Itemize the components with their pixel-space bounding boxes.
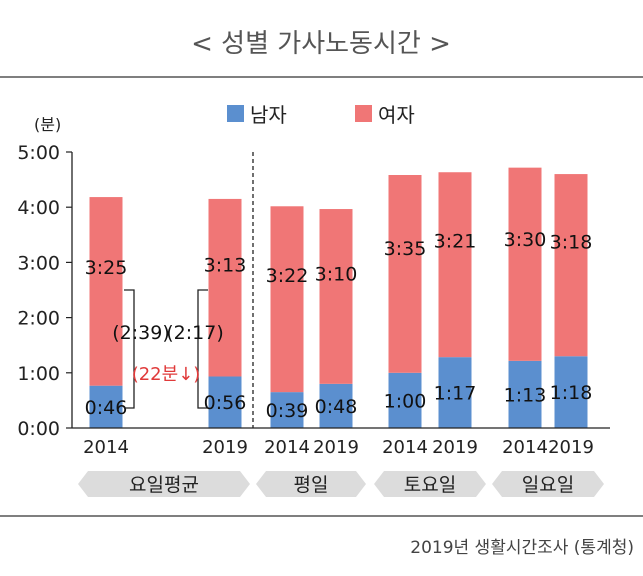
bar-male <box>554 356 588 428</box>
group-chevron <box>78 471 250 497</box>
legend-label-male: 남자 <box>250 103 287 127</box>
y-axis: 0:00 1:00 2:00 3:00 4:00 5:00 <box>17 142 73 440</box>
x-tick-label: 2019 <box>313 437 359 458</box>
bar-female <box>319 209 353 384</box>
bar-female <box>89 197 123 386</box>
bar-male <box>208 376 242 428</box>
bar-female <box>208 198 242 377</box>
x-tick-labels: 2014 2019 2014 2019 2014 2019 2014 2019 <box>72 427 610 458</box>
value-label-female: 3:22 <box>266 265 309 287</box>
group-chevron <box>374 471 486 497</box>
value-label-male: 0:56 <box>204 392 247 414</box>
bar-female <box>438 172 472 358</box>
y-unit-label: (분) <box>34 115 61 134</box>
annotations: (2:39)(2:17) (22분↓) <box>112 289 224 409</box>
legend-swatch-female <box>355 105 372 122</box>
y-tick-label: 2:00 <box>17 308 60 330</box>
group-label: 평일 <box>294 474 329 496</box>
group-label: 토요일 <box>404 474 456 496</box>
y-tick-label: 3:00 <box>17 252 60 274</box>
bar-male <box>270 392 304 428</box>
bars <box>89 167 588 428</box>
bar-male <box>319 383 353 428</box>
x-tick-label: 2019 <box>432 437 478 458</box>
bar-male <box>438 357 472 428</box>
x-tick-label: 2014 <box>83 437 129 458</box>
x-tick-label: 2019 <box>548 437 594 458</box>
group-label: 요일평균 <box>129 474 199 496</box>
bar-female <box>554 174 588 357</box>
group-chevron <box>256 471 366 497</box>
legend: 남자 여자 <box>227 103 415 127</box>
legend-swatch-male <box>227 105 244 122</box>
group-labels: 요일평균 평일 토요일 일요일 <box>78 471 604 497</box>
value-label-female: 3:18 <box>550 231 593 253</box>
x-tick-label: 2014 <box>382 437 428 458</box>
source-note: 2019년 생활시간조사 (통계청) <box>410 538 634 558</box>
bar-female <box>270 206 304 393</box>
value-label-female: 3:25 <box>85 257 128 279</box>
x-tick-label: 2019 <box>202 437 248 458</box>
y-tick-label: 4:00 <box>17 197 60 219</box>
y-tick-label: 5:00 <box>17 142 60 164</box>
x-tick-label: 2014 <box>502 437 548 458</box>
value-label-male: 0:48 <box>315 396 358 418</box>
value-label-female: 3:35 <box>384 238 427 260</box>
y-tick-label: 1:00 <box>17 363 60 385</box>
gap-bracket-2014 <box>124 289 135 409</box>
value-label-male: 1:00 <box>384 390 427 412</box>
group-label: 일요일 <box>522 474 574 496</box>
value-label-male: 0:46 <box>85 397 128 419</box>
value-label-male: 1:18 <box>550 382 593 404</box>
legend-label-female: 여자 <box>378 103 415 127</box>
value-label-male: 1:17 <box>434 383 477 405</box>
value-label-female: 3:30 <box>504 229 547 251</box>
bar-male <box>89 385 123 428</box>
bar-male <box>388 372 422 428</box>
gap-label-2014: (2:39) <box>112 322 170 344</box>
gap-label-2019: (2:17) <box>166 322 224 344</box>
bar-male <box>508 360 542 428</box>
value-label-female: 3:13 <box>204 255 247 277</box>
value-labels: 0:46 3:25 0:56 3:13 0:39 3:22 0:48 3:10 1:00 3:35… <box>85 229 593 422</box>
value-label-male: 0:39 <box>266 400 309 422</box>
bar-female <box>388 175 422 373</box>
value-label-male: 1:13 <box>504 384 547 406</box>
chart-title: < 성별 가사노동시간 > <box>191 29 451 59</box>
y-tick-label: 0:00 <box>17 418 60 440</box>
bar-female <box>508 167 542 361</box>
value-label-female: 3:21 <box>434 231 477 253</box>
x-tick-label: 2014 <box>264 437 310 458</box>
value-label-female: 3:10 <box>315 264 358 286</box>
group-chevron <box>492 471 604 497</box>
gap-change-label: (22분↓) <box>132 364 201 385</box>
gap-bracket-2019 <box>197 289 208 409</box>
